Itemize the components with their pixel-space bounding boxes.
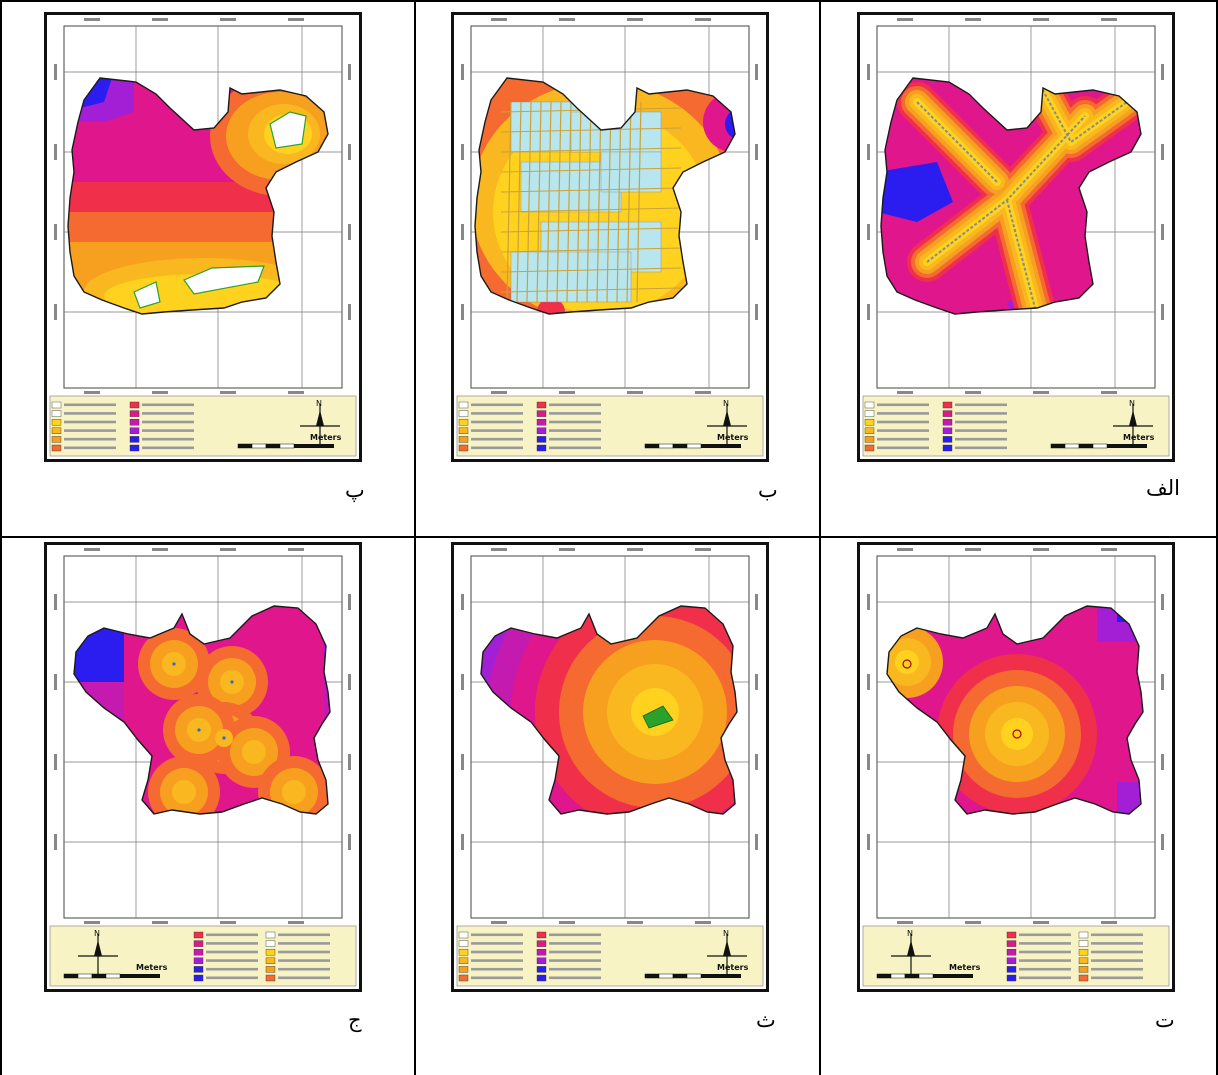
map-panel-p: N Meters	[44, 12, 362, 462]
caption-b: ب	[758, 478, 778, 502]
map-panel-te: N Meters	[857, 542, 1175, 992]
map-panel-b: N Meters	[451, 12, 769, 462]
north-label: N	[1129, 399, 1135, 408]
scalebar-unit-label: Meters	[1123, 433, 1155, 442]
caption-se: ث	[756, 1008, 776, 1032]
map-svg: N Meters	[451, 542, 769, 992]
scalebar-unit-label: Meters	[136, 963, 168, 972]
caption-alef: الف	[1146, 476, 1180, 500]
map-svg: N Meters	[44, 542, 362, 992]
map-panel-alef: N Meters	[857, 12, 1175, 462]
map-panel-se: N Meters	[451, 542, 769, 992]
caption-te: ت	[1155, 1008, 1175, 1032]
map-svg: N Meters	[857, 12, 1175, 462]
table-border-top	[0, 0, 1218, 2]
north-label: N	[907, 929, 913, 938]
caption-p: پ	[345, 478, 365, 502]
table-row-divider	[0, 536, 1218, 538]
map-svg: N Meters	[44, 12, 362, 462]
north-label: N	[316, 399, 322, 408]
map-panel-jim: N Meters	[44, 542, 362, 992]
map-svg: N Meters	[857, 542, 1175, 992]
scalebar-unit-label: Meters	[310, 433, 342, 442]
scalebar-unit-label: Meters	[949, 963, 981, 972]
caption-jim: ج	[348, 1008, 362, 1032]
scalebar-unit-label: Meters	[717, 433, 749, 442]
north-label: N	[723, 399, 729, 408]
north-label: N	[94, 929, 100, 938]
map-svg: N Meters	[451, 12, 769, 462]
north-label: N	[723, 929, 729, 938]
scalebar-unit-label: Meters	[717, 963, 749, 972]
